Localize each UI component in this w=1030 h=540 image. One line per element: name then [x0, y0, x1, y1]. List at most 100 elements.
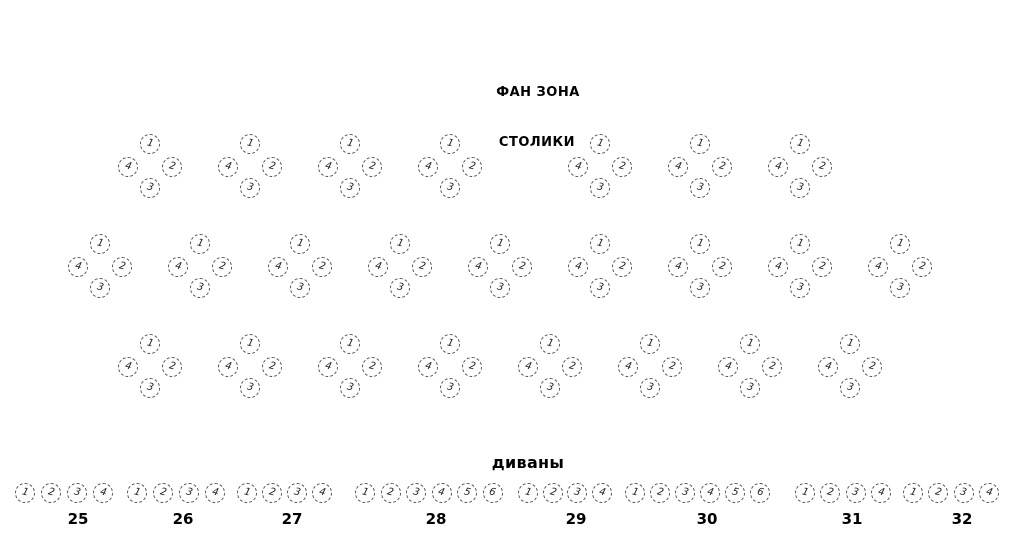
seat-4[interactable]: 4 [568, 157, 588, 177]
seat-4[interactable]: 4 [418, 157, 438, 177]
seat-4[interactable]: 4 [868, 257, 888, 277]
seat-4[interactable]: 4 [68, 257, 88, 277]
seat-3[interactable]: 3 [840, 378, 860, 398]
seat-1[interactable]: 1 [590, 134, 610, 154]
seat-3[interactable]: 3 [490, 278, 510, 298]
seat-4[interactable]: 4 [870, 483, 891, 503]
seat-3[interactable]: 3 [640, 378, 660, 398]
seat-1[interactable]: 1 [340, 334, 360, 354]
seat-2[interactable]: 2 [662, 357, 682, 377]
seat-4[interactable]: 4 [93, 483, 113, 503]
seat-1[interactable]: 1 [590, 234, 610, 254]
seat-4[interactable]: 4 [592, 483, 613, 503]
seat-2[interactable]: 2 [762, 357, 782, 377]
seat-1[interactable]: 1 [518, 483, 538, 503]
seat-1[interactable]: 1 [237, 483, 257, 503]
seat-3[interactable]: 3 [440, 378, 460, 398]
seat-2[interactable]: 2 [112, 257, 132, 277]
seat-3[interactable]: 3 [690, 178, 710, 198]
seat-2[interactable]: 2 [562, 357, 582, 377]
seat-1[interactable]: 1 [790, 234, 810, 254]
seat-3[interactable]: 3 [953, 483, 974, 503]
seat-3[interactable]: 3 [140, 378, 160, 398]
seat-4[interactable]: 4 [468, 257, 488, 277]
seat-1[interactable]: 1 [390, 234, 410, 254]
seat-2[interactable]: 2 [462, 357, 482, 377]
seat-1[interactable]: 1 [903, 483, 923, 503]
seat-2[interactable]: 2 [262, 157, 282, 177]
seat-1[interactable]: 1 [690, 234, 710, 254]
seat-4[interactable]: 4 [268, 257, 288, 277]
seat-1[interactable]: 1 [355, 483, 375, 503]
seat-1[interactable]: 1 [90, 234, 110, 254]
seat-3[interactable]: 3 [390, 278, 410, 298]
seat-2[interactable]: 2 [612, 257, 632, 277]
seat-4[interactable]: 4 [205, 483, 225, 503]
seat-4[interactable]: 4 [768, 257, 788, 277]
seat-4[interactable]: 4 [668, 157, 688, 177]
seat-3[interactable]: 3 [567, 483, 588, 503]
seat-1[interactable]: 1 [240, 334, 260, 354]
seat-5[interactable]: 5 [457, 483, 477, 503]
seat-3[interactable]: 3 [590, 178, 610, 198]
seat-1[interactable]: 1 [340, 134, 360, 154]
seat-3[interactable]: 3 [740, 378, 760, 398]
seat-1[interactable]: 1 [890, 234, 910, 254]
seat-4[interactable]: 4 [568, 257, 588, 277]
seat-3[interactable]: 3 [179, 483, 199, 503]
seat-4[interactable]: 4 [312, 483, 332, 503]
seat-4[interactable]: 4 [368, 257, 388, 277]
seat-2[interactable]: 2 [162, 157, 182, 177]
seat-1[interactable]: 1 [140, 134, 160, 154]
seat-2[interactable]: 2 [312, 257, 332, 277]
seat-1[interactable]: 1 [740, 334, 760, 354]
seat-2[interactable]: 2 [362, 157, 382, 177]
seat-2[interactable]: 2 [262, 483, 282, 503]
seat-2[interactable]: 2 [212, 257, 232, 277]
seat-3[interactable]: 3 [340, 378, 360, 398]
seat-2[interactable]: 2 [362, 357, 382, 377]
seat-1[interactable]: 1 [795, 483, 815, 503]
seat-1[interactable]: 1 [840, 334, 860, 354]
seat-2[interactable]: 2 [862, 357, 882, 377]
seat-2[interactable]: 2 [512, 257, 532, 277]
seat-2[interactable]: 2 [542, 483, 563, 503]
seat-1[interactable]: 1 [140, 334, 160, 354]
seat-3[interactable]: 3 [190, 278, 210, 298]
seat-1[interactable]: 1 [640, 334, 660, 354]
seat-6[interactable]: 6 [750, 483, 770, 503]
seat-3[interactable]: 3 [67, 483, 87, 503]
seat-3[interactable]: 3 [140, 178, 160, 198]
seat-1[interactable]: 1 [690, 134, 710, 154]
seat-3[interactable]: 3 [790, 278, 810, 298]
seat-3[interactable]: 3 [845, 483, 866, 503]
seat-4[interactable]: 4 [718, 357, 738, 377]
seat-2[interactable]: 2 [650, 483, 670, 503]
seat-3[interactable]: 3 [690, 278, 710, 298]
seat-1[interactable]: 1 [190, 234, 210, 254]
seat-1[interactable]: 1 [790, 134, 810, 154]
seat-4[interactable]: 4 [668, 257, 688, 277]
seat-4[interactable]: 4 [518, 357, 538, 377]
seat-2[interactable]: 2 [262, 357, 282, 377]
seat-1[interactable]: 1 [290, 234, 310, 254]
seat-1[interactable]: 1 [490, 234, 510, 254]
seat-4[interactable]: 4 [978, 483, 999, 503]
seat-2[interactable]: 2 [380, 483, 401, 503]
seat-1[interactable]: 1 [440, 334, 460, 354]
seat-5[interactable]: 5 [725, 483, 745, 503]
seat-2[interactable]: 2 [612, 157, 632, 177]
seat-4[interactable]: 4 [768, 157, 788, 177]
seat-2[interactable]: 2 [462, 157, 482, 177]
seat-2[interactable]: 2 [41, 483, 61, 503]
seat-2[interactable]: 2 [928, 483, 949, 503]
seat-3[interactable]: 3 [406, 483, 426, 503]
seat-1[interactable]: 1 [625, 483, 645, 503]
seat-4[interactable]: 4 [318, 157, 338, 177]
seat-3[interactable]: 3 [890, 278, 910, 298]
seat-4[interactable]: 4 [168, 257, 188, 277]
seat-1[interactable]: 1 [15, 483, 35, 503]
seat-1[interactable]: 1 [240, 134, 260, 154]
seat-3[interactable]: 3 [290, 278, 310, 298]
seat-3[interactable]: 3 [440, 178, 460, 198]
